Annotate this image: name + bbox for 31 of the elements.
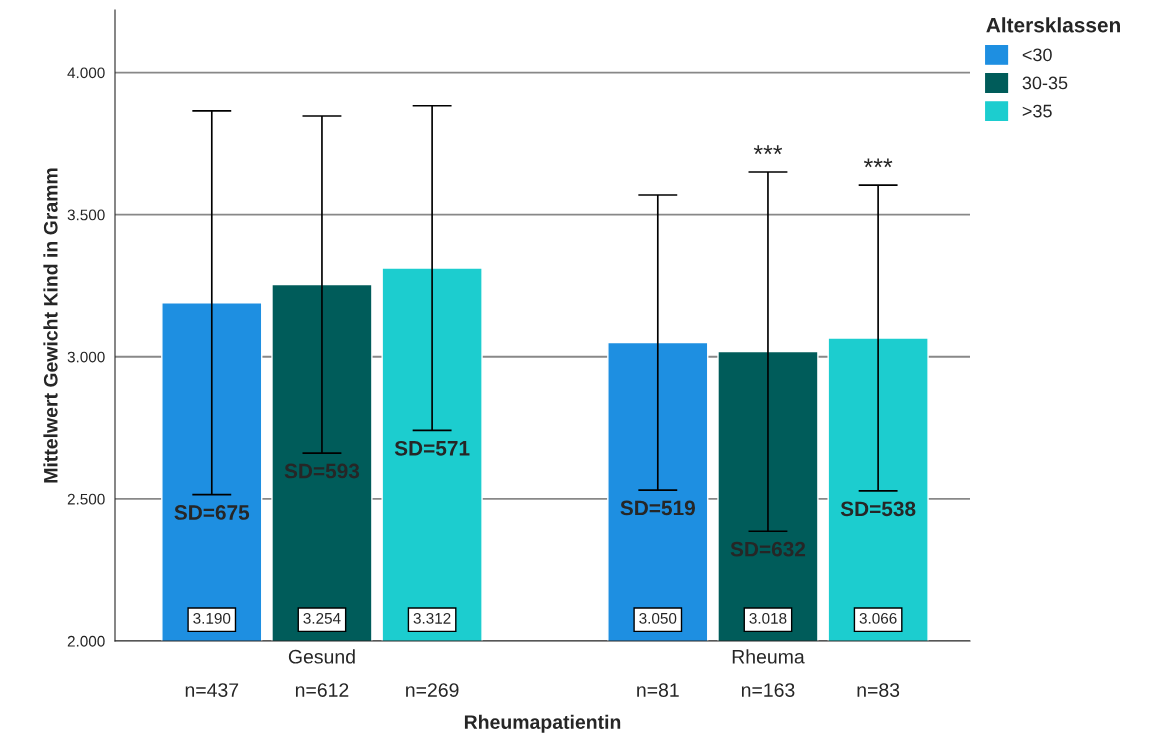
x-tick-label: Gesund	[288, 649, 355, 664]
text: n=612	[295, 683, 349, 697]
x-tick-label: Rheuma	[732, 649, 805, 664]
legend-label: <30	[1022, 48, 1052, 62]
y-tick-label: 3.500	[67, 209, 105, 221]
data-label: 3.312	[413, 612, 451, 624]
annotation: SD=519	[620, 500, 695, 516]
y-axis-title: Mittelwert Gewicht Kind in Gramm	[43, 168, 58, 483]
legend-label: 30-35	[1022, 76, 1068, 90]
data-label: 3.050	[639, 612, 677, 624]
annotation: ***	[753, 145, 783, 155]
y-tick-label: 3.000	[67, 351, 105, 363]
annotation: SD=675	[174, 505, 250, 520]
x-axis-title: Rheumapatientin	[464, 714, 621, 733]
y-tick-label: 4.000	[67, 67, 105, 79]
annotation: ***	[863, 158, 893, 168]
annotation: SD=538	[840, 501, 916, 517]
data-label: 3.066	[859, 612, 897, 624]
text: n=269	[406, 683, 459, 697]
text: n=163	[741, 683, 795, 697]
data-label: 3.254	[303, 612, 341, 624]
legend-label: >35	[1022, 104, 1052, 118]
annotation: SD=571	[394, 440, 470, 456]
text: n=437	[185, 683, 239, 697]
y-tick-label: 2.500	[67, 493, 105, 505]
data-label: 3.190	[193, 612, 231, 624]
data-label: 3.018	[749, 612, 787, 624]
text: n=81	[637, 683, 679, 697]
y-tick-label: 2.000	[67, 635, 105, 647]
text: n=83	[857, 683, 900, 697]
legend-title: Altersklassen	[986, 17, 1120, 33]
